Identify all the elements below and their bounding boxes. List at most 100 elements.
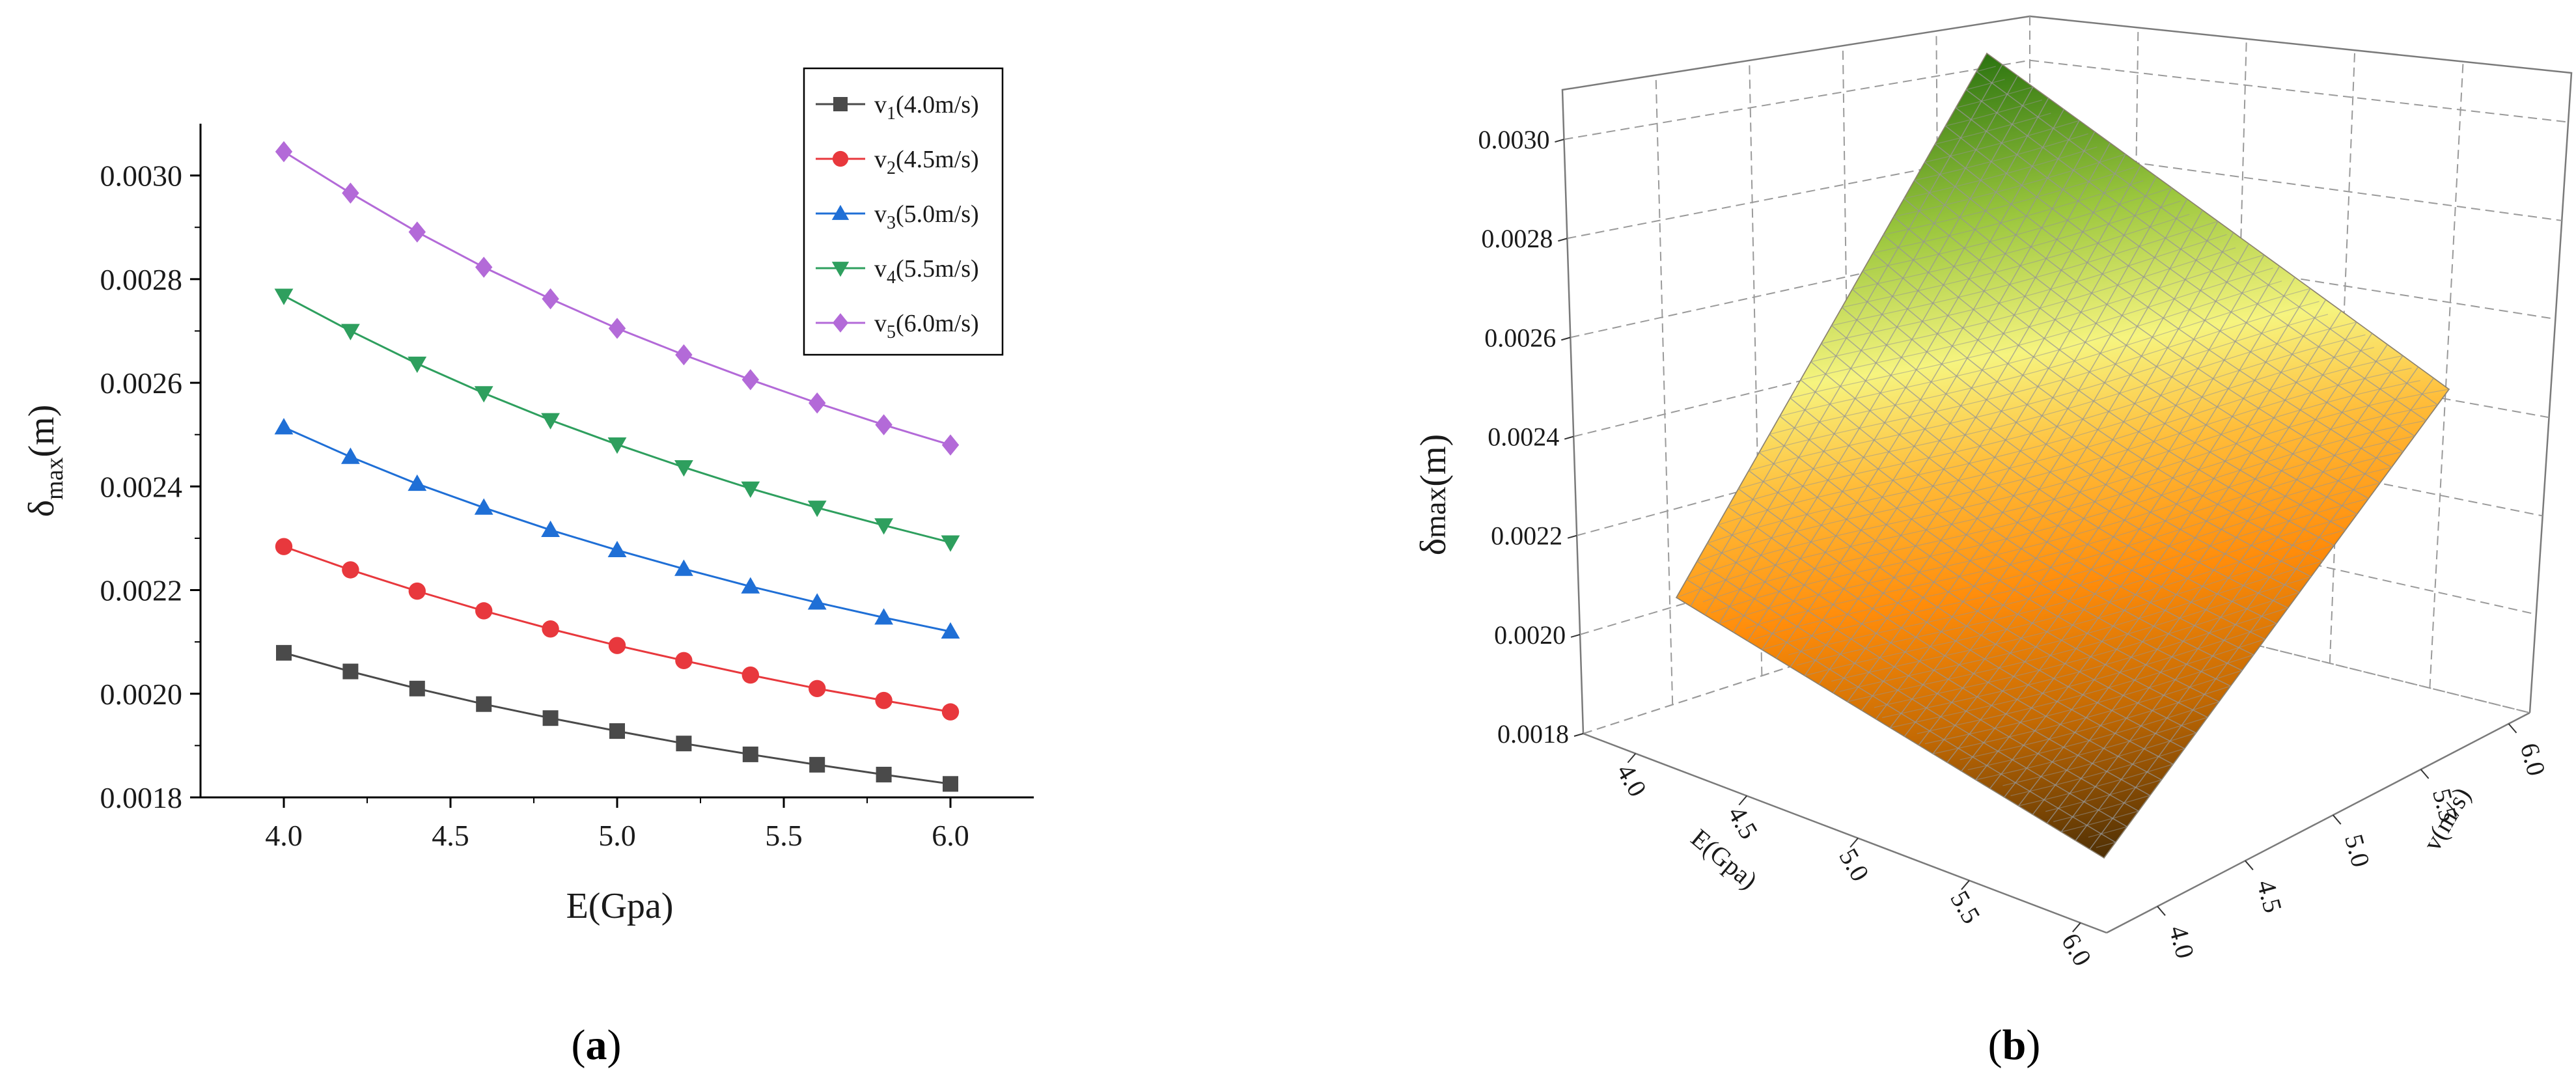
data-point	[807, 593, 827, 610]
mesh-line	[1883, 234, 2334, 546]
z-tick	[1561, 337, 1571, 341]
mesh-diagonal	[1717, 347, 2374, 526]
mesh-diagonal	[1686, 380, 2420, 580]
z-grid-line	[1573, 324, 2549, 437]
chart-b-zlabel-suffix: (m)	[1413, 434, 1454, 487]
data-point	[875, 691, 893, 710]
mesh-line	[1932, 255, 2265, 754]
legend-label-v: v	[874, 91, 887, 118]
legend-label-sub: 1	[887, 103, 896, 124]
wall-grid-line	[2429, 61, 2464, 689]
mesh-diagonal	[2053, 795, 2150, 822]
mesh-line	[1889, 221, 2219, 728]
wall-grid-line	[1842, 46, 1852, 647]
mesh-line	[1717, 524, 2151, 796]
data-point	[607, 437, 627, 454]
legend-marker	[831, 204, 850, 220]
data-point	[676, 736, 692, 752]
x-tick-label-3d: 6.0	[2056, 928, 2098, 971]
data-point	[275, 141, 293, 163]
mesh-diagonal	[2045, 779, 2162, 812]
wall-grid-line	[1655, 75, 1674, 705]
panel-label-b: (b)	[1988, 1021, 2041, 1069]
mesh-line	[1697, 560, 2127, 827]
mesh-line	[1804, 154, 2126, 676]
data-point	[408, 221, 426, 243]
mesh-line	[1918, 243, 2249, 746]
y-tick-label: 0.0024	[100, 470, 183, 503]
legend-marker	[832, 150, 849, 167]
data-point	[341, 447, 360, 464]
mesh-diagonal	[1976, 66, 1996, 72]
z-tick	[1564, 435, 1574, 440]
x-tick-label-3d: 4.5	[1722, 801, 1764, 844]
mesh-diagonal	[1975, 717, 2208, 780]
x-tick-label-3d: 4.0	[1611, 759, 1653, 802]
data-point	[474, 498, 493, 515]
mesh-line	[1946, 266, 2280, 763]
y-tick-3d	[2157, 905, 2166, 917]
mesh-diagonal	[1831, 545, 2334, 682]
wall-grid-line	[2329, 50, 2356, 664]
mesh-line	[1707, 542, 2139, 812]
x-tick-3d	[1738, 795, 1748, 806]
mesh-line	[1861, 199, 2188, 711]
mesh-diagonal	[1769, 288, 2311, 435]
z-tick-label: 0.0020	[1494, 620, 1566, 650]
wall-grid-line	[1935, 31, 1941, 618]
mesh-line	[1719, 87, 2034, 624]
mesh-line	[1738, 488, 2174, 765]
line-chart: 0.0018 0.0020 0.0022 0.0024 0.0026 0.0028 0.00…	[21, 67, 1034, 1069]
legend-label-rest: (4.0m/s)	[896, 91, 979, 118]
chart-a-ylabel-base: δ	[21, 500, 62, 517]
wall-grid-line	[1749, 60, 1763, 676]
y-tick-label: 0.0022	[100, 574, 183, 607]
data-point	[609, 723, 625, 739]
mesh-diagonal	[1874, 592, 2300, 708]
data-point	[943, 776, 958, 792]
data-point	[474, 386, 493, 403]
mesh-line	[1945, 125, 2403, 452]
mesh-diagonal	[1852, 200, 2181, 290]
data-point	[342, 663, 359, 680]
mesh-line	[1986, 53, 2450, 390]
y-tick-3d	[2245, 860, 2254, 870]
chart-a-ylabel: δmax(m)	[21, 405, 68, 517]
mesh-line	[1810, 361, 2254, 655]
mesh-line	[1761, 120, 2080, 650]
legend-label-rest: (6.0m/s)	[896, 310, 979, 337]
x-tick-label-3d: 5.5	[1945, 886, 1986, 929]
data-point	[807, 501, 827, 517]
mesh-line	[1893, 216, 2346, 531]
z-tick-label: 0.0024	[1488, 422, 1559, 452]
mesh-diagonal	[1790, 268, 2273, 399]
data-point	[741, 481, 760, 498]
data-point	[276, 644, 292, 661]
x-tick-label: 4.5	[432, 819, 469, 852]
legend-label-v: v	[874, 255, 887, 283]
x-tick-label: 4.0	[265, 819, 303, 852]
surface-fill	[1675, 52, 2450, 859]
panel-a-open: (	[572, 1021, 586, 1069]
box-floor-edge	[1583, 588, 2030, 734]
z-grid-line	[1583, 588, 2530, 734]
mesh-line	[1831, 325, 2277, 624]
data-point	[475, 256, 493, 278]
mesh-diagonal	[1956, 87, 2034, 109]
x-tick-label: 6.0	[932, 819, 969, 852]
mesh-diagonal	[1831, 221, 2219, 326]
data-point	[741, 369, 759, 391]
panel-b-open: (	[1988, 1021, 2002, 1069]
z-grid-line	[1567, 148, 2562, 240]
mesh-diagonal	[1759, 301, 2320, 453]
x-tick-3d	[1849, 837, 1859, 848]
series-line-2	[283, 545, 951, 713]
data-point	[875, 414, 893, 435]
mesh-line	[1989, 299, 2327, 789]
data-point	[809, 392, 826, 414]
y-tick-label: 0.0018	[100, 781, 183, 814]
data-point	[274, 418, 294, 435]
mesh-line	[1676, 597, 2105, 859]
mesh-diagonal	[1745, 451, 2403, 629]
mesh-diagonal	[1847, 576, 2312, 702]
